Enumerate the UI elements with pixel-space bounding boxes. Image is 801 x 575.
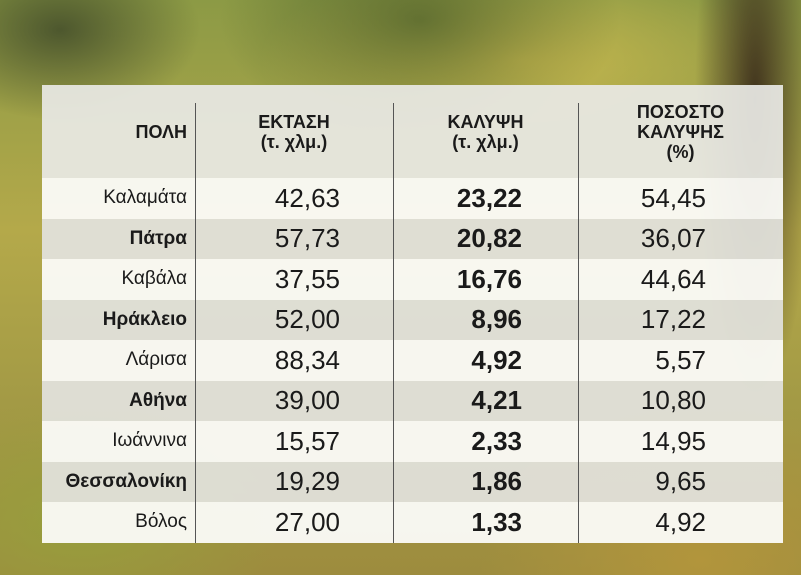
value-cell: 8,96 bbox=[471, 304, 522, 335]
table-row: Θεσσαλονίκη 19,29 1,86 9,65 bbox=[42, 461, 783, 502]
header-text: ΕΚΤΑΣΗ bbox=[258, 111, 330, 132]
value-cell: 27,00 bbox=[274, 506, 340, 537]
city-name: Καβάλα bbox=[121, 268, 187, 290]
value-cell: 14,95 bbox=[640, 425, 706, 456]
table-row: Αθήνα 39,00 4,21 10,80 bbox=[42, 380, 783, 421]
value-cell: 88,34 bbox=[274, 344, 340, 375]
header-row: ΠΟΛΗ ΕΚΤΑΣΗ (τ. χλμ.) ΚΑΛΥΨΗ (τ. χλμ.) ΠΟΣΟΣΤ… bbox=[42, 85, 783, 178]
value-cell: 39,00 bbox=[274, 385, 340, 416]
city-name: Ιωάννινα bbox=[112, 430, 187, 452]
value-cell: 19,29 bbox=[274, 466, 340, 497]
value-cell: 17,22 bbox=[640, 304, 706, 335]
column-divider bbox=[393, 103, 394, 543]
header-text: ΠΟΛΗ bbox=[135, 121, 187, 142]
city-name: Πάτρα bbox=[129, 227, 187, 249]
value-cell: 4,92 bbox=[655, 506, 706, 537]
header-text: (τ. χλμ.) bbox=[452, 131, 519, 152]
value-cell: 52,00 bbox=[274, 304, 340, 335]
header-text: ΠΟΣΟΣΤΟ bbox=[636, 101, 725, 122]
value-cell: 2,33 bbox=[471, 425, 522, 456]
city-name: Καλαμάτα bbox=[103, 187, 187, 209]
table-row: Καλαμάτα 42,63 23,22 54,45 bbox=[42, 178, 783, 219]
table-row: Λάρισα 88,34 4,92 5,57 bbox=[42, 340, 783, 381]
table-row: Βόλος 27,00 1,33 4,92 bbox=[42, 502, 783, 543]
column-divider bbox=[195, 103, 196, 543]
city-name: Βόλος bbox=[135, 511, 187, 533]
table-row: Πάτρα 57,73 20,82 36,07 bbox=[42, 218, 783, 259]
header-text: ΚΑΛΥΨΗΣ bbox=[637, 121, 724, 142]
header-cell: ΠΟΛΗ bbox=[42, 85, 195, 178]
table-row: Ηράκλειο 52,00 8,96 17,22 bbox=[42, 299, 783, 340]
city-name: Θεσσαλονίκη bbox=[65, 470, 187, 492]
value-cell: 1,86 bbox=[471, 466, 522, 497]
header-cell: ΕΚΤΑΣΗ (τ. χλμ.) bbox=[195, 85, 393, 178]
value-cell: 54,45 bbox=[640, 182, 706, 213]
city-name: Λάρισα bbox=[125, 349, 187, 371]
city-name: Ηράκλειο bbox=[102, 308, 187, 330]
value-cell: 44,64 bbox=[640, 263, 706, 294]
value-cell: 57,73 bbox=[274, 223, 340, 254]
value-cell: 36,07 bbox=[640, 223, 706, 254]
value-cell: 23,22 bbox=[456, 182, 522, 213]
value-cell: 10,80 bbox=[640, 385, 706, 416]
header-text: ΚΑΛΥΨΗ bbox=[447, 111, 524, 132]
value-cell: 9,65 bbox=[655, 466, 706, 497]
table-row: Καβάλα 37,55 16,76 44,64 bbox=[42, 259, 783, 300]
table-row: Ιωάννινα 15,57 2,33 14,95 bbox=[42, 421, 783, 462]
header-cell: ΚΑΛΥΨΗ (τ. χλμ.) bbox=[393, 85, 578, 178]
value-cell: 1,33 bbox=[471, 506, 522, 537]
city-name: Αθήνα bbox=[129, 389, 187, 411]
header-text: (τ. χλμ.) bbox=[260, 131, 328, 152]
column-divider bbox=[578, 103, 579, 543]
value-cell: 15,57 bbox=[274, 425, 340, 456]
header-text: (%) bbox=[666, 141, 695, 162]
value-cell: 42,63 bbox=[274, 182, 340, 213]
value-cell: 16,76 bbox=[456, 263, 522, 294]
value-cell: 37,55 bbox=[274, 263, 340, 294]
value-cell: 4,92 bbox=[471, 344, 522, 375]
header-cell: ΠΟΣΟΣΤΟ ΚΑΛΥΨΗΣ (%) bbox=[578, 85, 783, 178]
value-cell: 20,82 bbox=[456, 223, 522, 254]
value-cell: 5,57 bbox=[655, 344, 706, 375]
value-cell: 4,21 bbox=[471, 385, 522, 416]
